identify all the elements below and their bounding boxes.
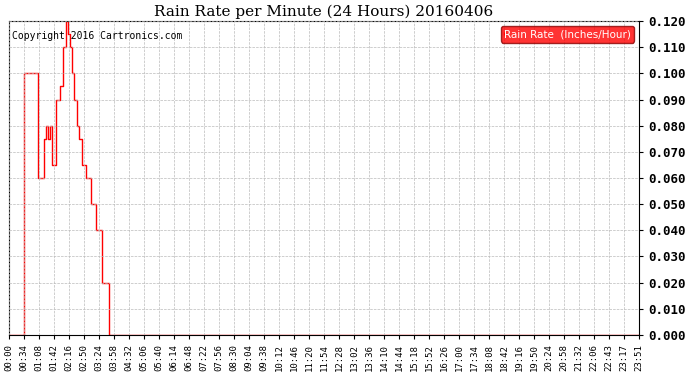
Text: Copyright 2016 Cartronics.com: Copyright 2016 Cartronics.com [12, 30, 182, 40]
Legend: Rain Rate  (Inches/Hour): Rain Rate (Inches/Hour) [501, 26, 634, 43]
Title: Rain Rate per Minute (24 Hours) 20160406: Rain Rate per Minute (24 Hours) 20160406 [155, 4, 493, 18]
